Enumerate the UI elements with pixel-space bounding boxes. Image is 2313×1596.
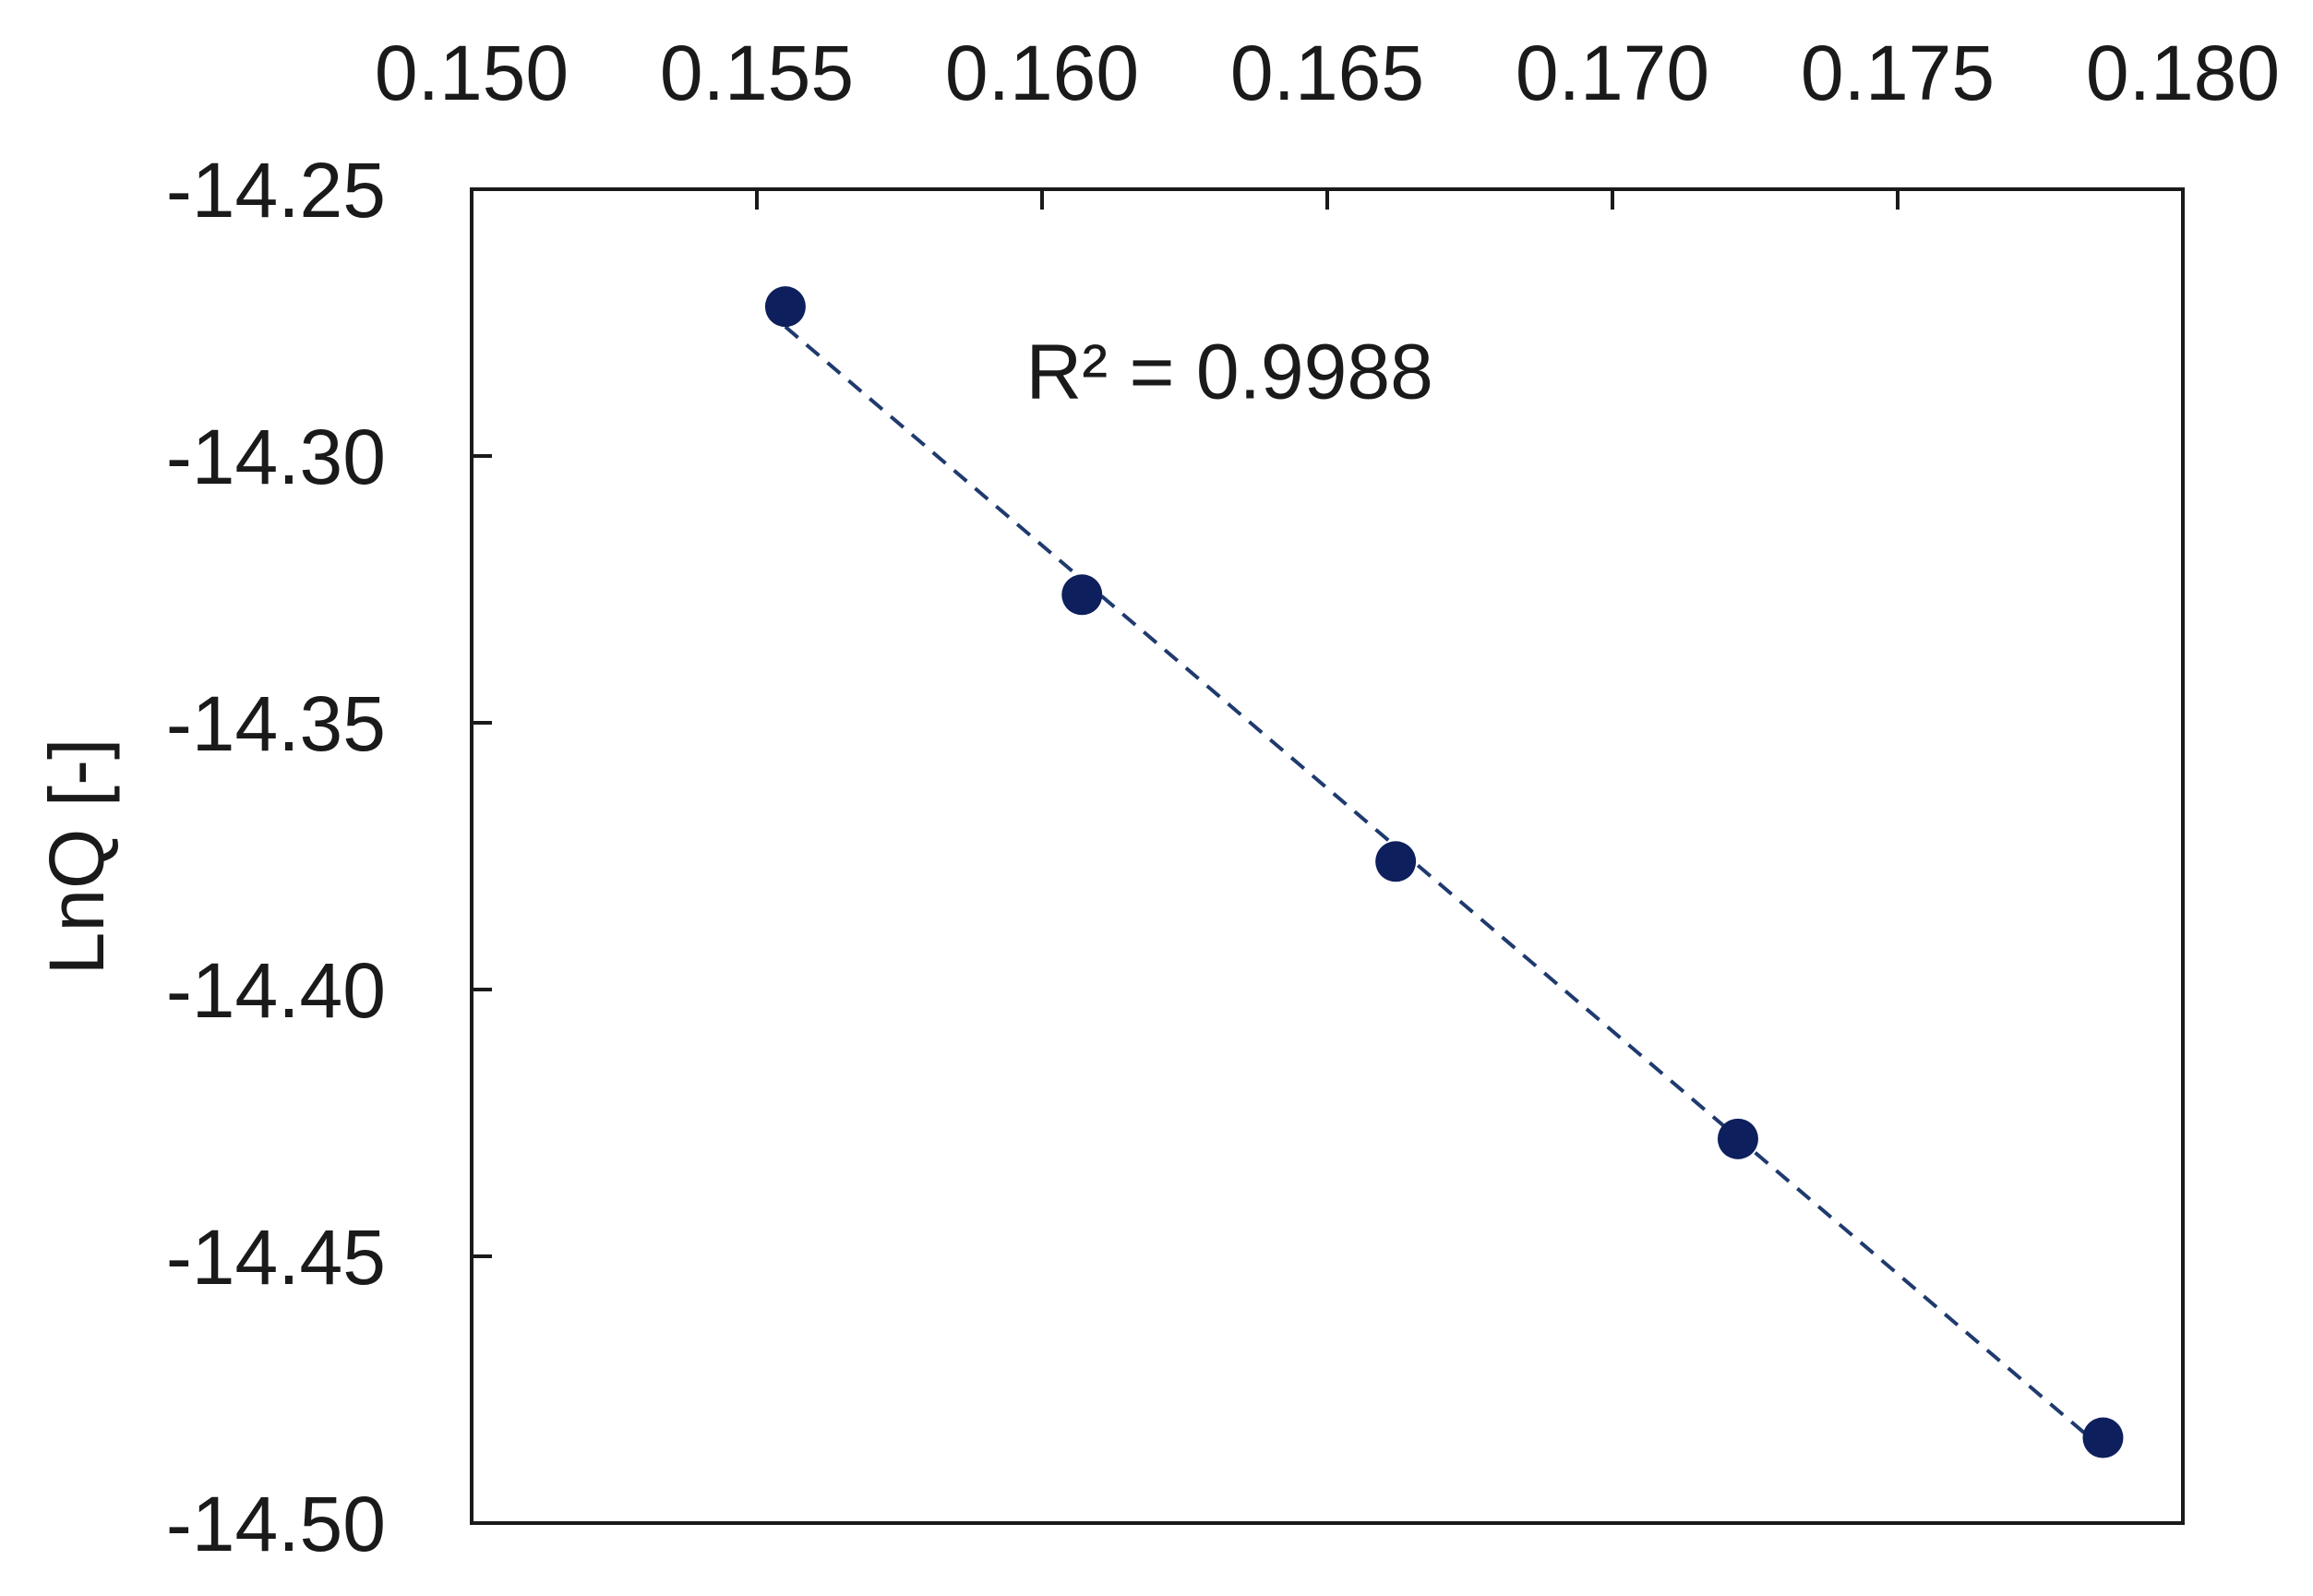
- x-tick-label: 0.165: [1230, 30, 1424, 116]
- x-tick-label: 0.170: [1516, 30, 1709, 116]
- data-point: [764, 286, 806, 328]
- y-axis-title: LnQ [-]: [33, 738, 120, 976]
- data-point: [1061, 574, 1103, 616]
- y-axis-ticks: -14.25 -14.30 -14.35 -14.40 -14.45 -14.50: [166, 147, 492, 1567]
- y-tick-label: -14.50: [166, 1481, 386, 1567]
- data-point: [1375, 841, 1417, 882]
- trendline-group: [784, 325, 2104, 1451]
- y-tick-label: -14.25: [166, 147, 386, 234]
- y-tick-label: -14.35: [166, 680, 386, 767]
- x-tick-label: 0.180: [2086, 30, 2280, 116]
- x-tick-label: 0.175: [1801, 30, 1995, 116]
- x-axis-ticks: 0.150 0.155 0.160 0.165 0.170 0.175 0.180: [375, 30, 2280, 210]
- y-tick-label: -14.30: [166, 414, 386, 500]
- r-squared-annotation: R² = 0.9988: [1026, 329, 1433, 415]
- data-point: [2082, 1417, 2124, 1458]
- data-point: [1717, 1118, 1758, 1159]
- y-tick-label: -14.45: [166, 1214, 386, 1301]
- y-tick-label: -14.40: [166, 947, 386, 1034]
- x-tick-label: 0.160: [945, 30, 1139, 116]
- x-tick-label: 0.150: [375, 30, 569, 116]
- data-points: [764, 286, 2124, 1458]
- x-tick-label: 0.155: [660, 30, 854, 116]
- linear-trendline: [784, 325, 2104, 1451]
